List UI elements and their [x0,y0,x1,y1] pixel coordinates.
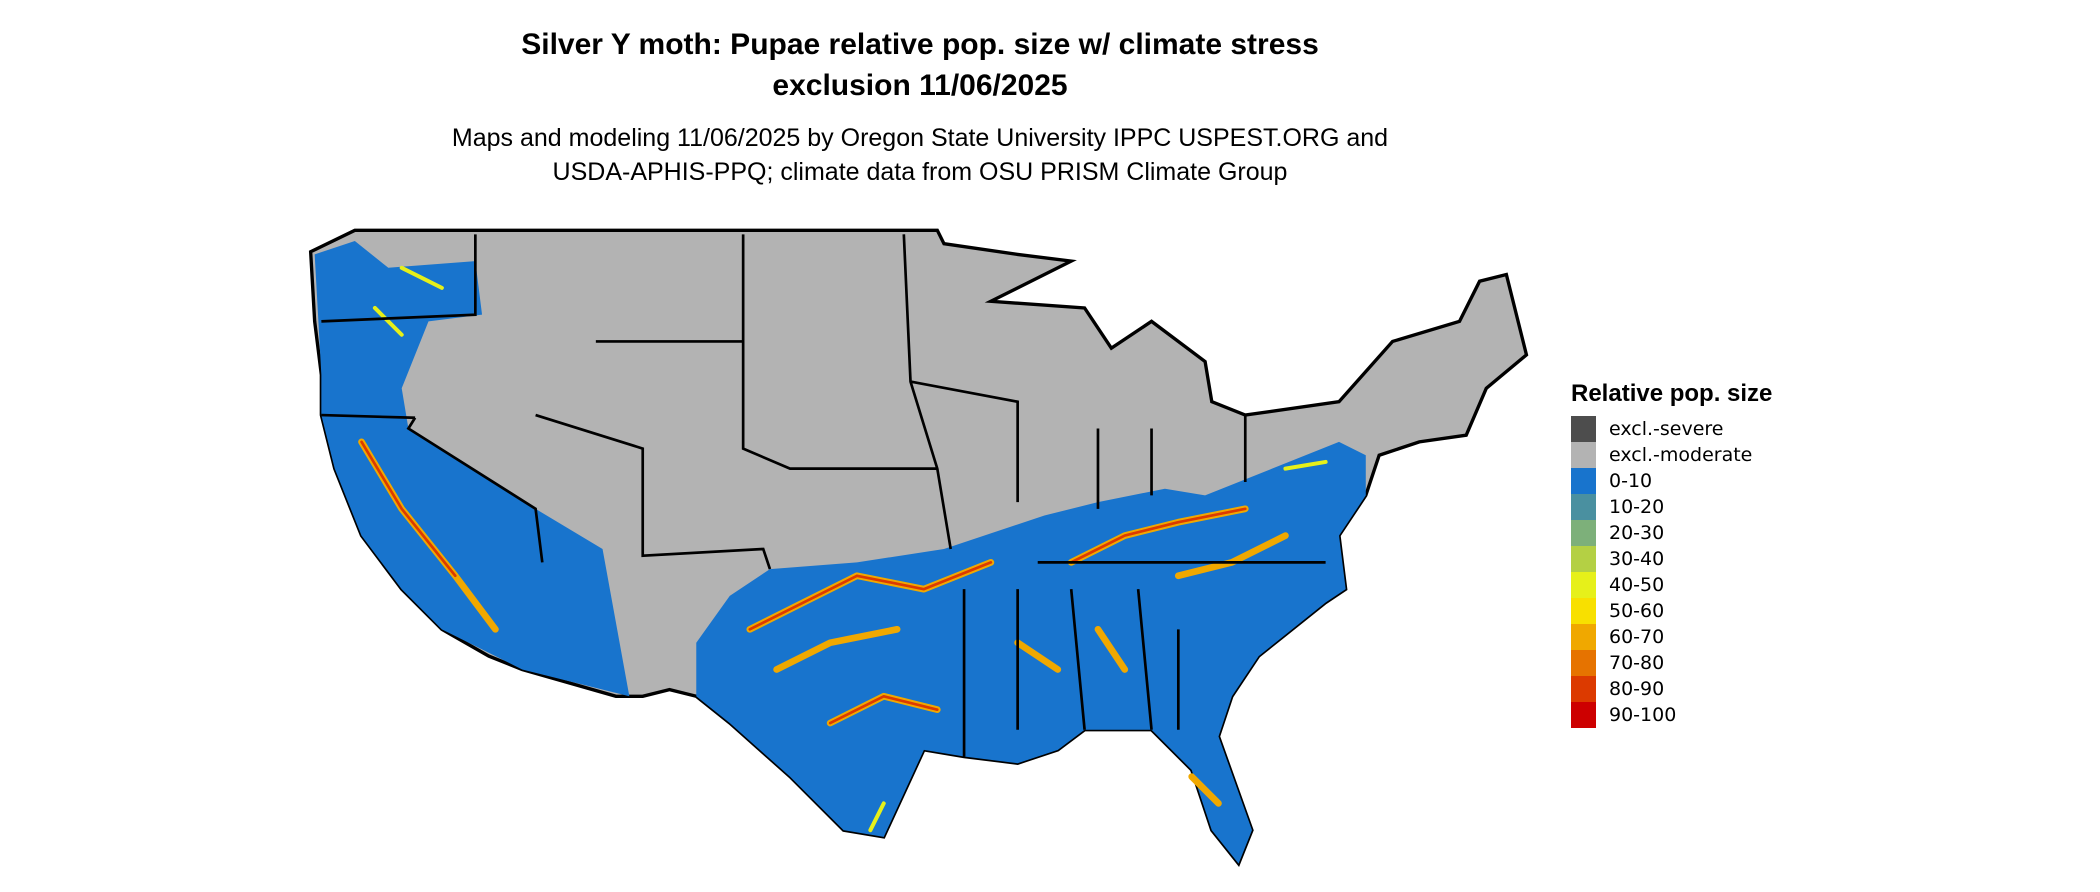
legend-title: Relative pop. size [1571,380,1773,407]
legend-label: 30-40 [1609,548,1665,570]
legend-item: excl.-moderate [1571,442,1772,468]
legend-item: 30-40 [1571,546,1772,572]
legend-label: excl.-severe [1609,418,1724,440]
legend-swatch [1571,468,1596,494]
legend-swatch [1571,442,1596,468]
legend-swatch [1571,650,1596,676]
legend-label: 0-10 [1609,470,1653,492]
map-title-line1: Silver Y moth: Pupae relative pop. size … [521,28,1319,61]
legend-swatch [1571,624,1596,650]
legend-swatch [1571,598,1596,624]
legend-swatch [1571,520,1596,546]
legend-label: 20-30 [1609,522,1665,544]
legend-item: 80-90 [1571,676,1772,702]
legend-label: 40-50 [1609,574,1665,596]
map-subtitle-line2: USDA-APHIS-PPQ; climate data from OSU PR… [552,158,1288,186]
legend-item: excl.-severe [1571,416,1772,442]
legend-item: 60-70 [1571,624,1772,650]
legend-swatch [1571,494,1596,520]
legend-label: 70-80 [1609,652,1665,674]
legend-label: 50-60 [1609,600,1665,622]
legend-swatch [1571,546,1596,572]
legend-swatch [1571,416,1596,442]
legend-item: 40-50 [1571,572,1772,598]
legend-label: excl.-moderate [1609,444,1753,466]
legend-item: 90-100 [1571,702,1772,728]
legend-item: 50-60 [1571,598,1772,624]
map-subtitle-line1: Maps and modeling 11/06/2025 by Oregon S… [451,124,1389,152]
legend-label: 60-70 [1609,626,1665,648]
legend-swatch [1571,702,1596,728]
legend-item: 20-30 [1571,520,1772,546]
legend-label: 10-20 [1609,496,1665,518]
legend-swatch [1571,572,1596,598]
state-borders [321,234,1326,757]
legend-label: 80-90 [1609,678,1665,700]
legend-swatch [1571,676,1596,702]
legend-item: 0-10 [1571,468,1772,494]
legend-label: 90-100 [1609,704,1677,726]
legend-item: 10-20 [1571,494,1772,520]
legend-item: 70-80 [1571,650,1772,676]
legend: Relative pop. size excl.-severe excl.-mod… [1571,380,1772,728]
map-title-line2: exclusion 11/06/2025 [772,69,1068,102]
